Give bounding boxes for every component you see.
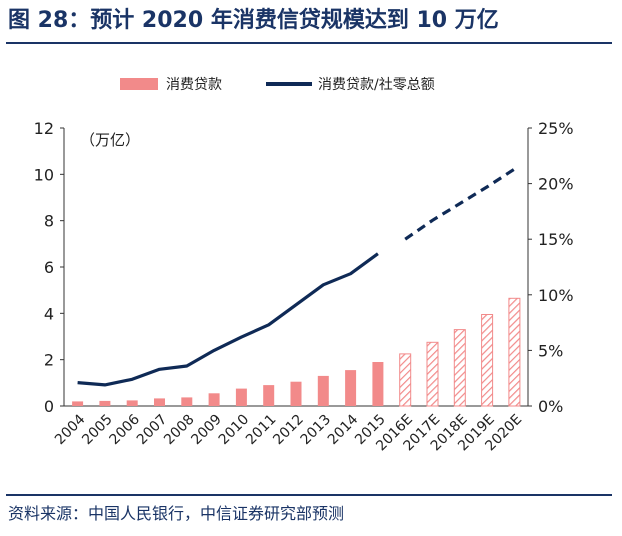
bar-2006 <box>126 400 138 406</box>
x-tick-label: 2004 <box>52 411 89 448</box>
bar-2009 <box>208 393 220 406</box>
y-left-tick-label: 10 <box>34 165 54 184</box>
x-tick-label: 2012 <box>270 412 307 449</box>
legend: 消费贷款 消费贷款/社零总额 <box>120 77 435 93</box>
bar-2005 <box>99 400 111 406</box>
legend-bar-swatch <box>120 78 158 90</box>
bar-2011 <box>263 385 275 406</box>
x-tick-label: 2008 <box>161 412 198 449</box>
bar-2010 <box>235 388 247 406</box>
bar-2013 <box>317 375 329 406</box>
x-tick-label: 2007 <box>134 412 171 449</box>
bar-2020E <box>508 297 521 407</box>
legend-line-label: 消费贷款/社零总额 <box>318 77 435 93</box>
y-right-tick-label: 5% <box>538 341 563 360</box>
title-divider <box>6 42 612 44</box>
bar-2008 <box>181 397 193 406</box>
y-left-tick-label: 0 <box>44 397 54 416</box>
y-left-unit-label: （万亿） <box>80 131 140 149</box>
y-right-tick-label: 25% <box>538 119 574 138</box>
bar-2019E <box>481 314 494 407</box>
x-tick-label: 2005 <box>79 412 116 449</box>
legend-bar-label: 消费贷款 <box>166 77 222 93</box>
bar-2014 <box>345 370 357 406</box>
chart: 消费贷款 消费贷款/社零总额 （万亿） 0 2 4 6 8 10 12 0% 5% 10% 15% 2… <box>34 77 574 454</box>
bar-2018E <box>453 329 466 407</box>
x-tick-label: 2013 <box>298 412 335 449</box>
y-left-tick-label: 8 <box>44 212 54 231</box>
bar-2017E <box>426 341 439 407</box>
x-tick-label: 2009 <box>188 412 225 449</box>
bar-2015 <box>372 362 384 406</box>
chart-title: 图 28：预计 2020 年消费信贷规模达到 10 万亿 <box>8 8 499 33</box>
y-left-tick-label: 12 <box>34 119 54 138</box>
x-tick-label: 2011 <box>243 412 280 449</box>
y-right-tick-label: 15% <box>538 230 574 249</box>
y-right-tick-label: 20% <box>538 175 574 194</box>
y-left-tick-label: 6 <box>44 258 54 277</box>
y-left-tick-label: 4 <box>44 304 54 323</box>
bar-2004 <box>72 401 84 406</box>
ratio-line-actual <box>77 252 379 387</box>
bar-2016E <box>399 353 412 407</box>
y-left-tick-label: 2 <box>44 351 54 370</box>
bar-2007 <box>154 398 165 406</box>
source-note: 资料来源：中国人民银行，中信证券研究部预测 <box>8 504 345 523</box>
footer-divider <box>6 494 612 496</box>
y-right-tick-label: 10% <box>538 286 574 305</box>
x-tick-label: 2014 <box>325 411 362 448</box>
bar-2012 <box>290 381 302 406</box>
x-tick-label: 2006 <box>107 411 144 448</box>
x-tick-label: 2010 <box>216 412 253 449</box>
y-right-tick-label: 0% <box>538 397 563 416</box>
ratio-line-forecast <box>404 167 516 241</box>
